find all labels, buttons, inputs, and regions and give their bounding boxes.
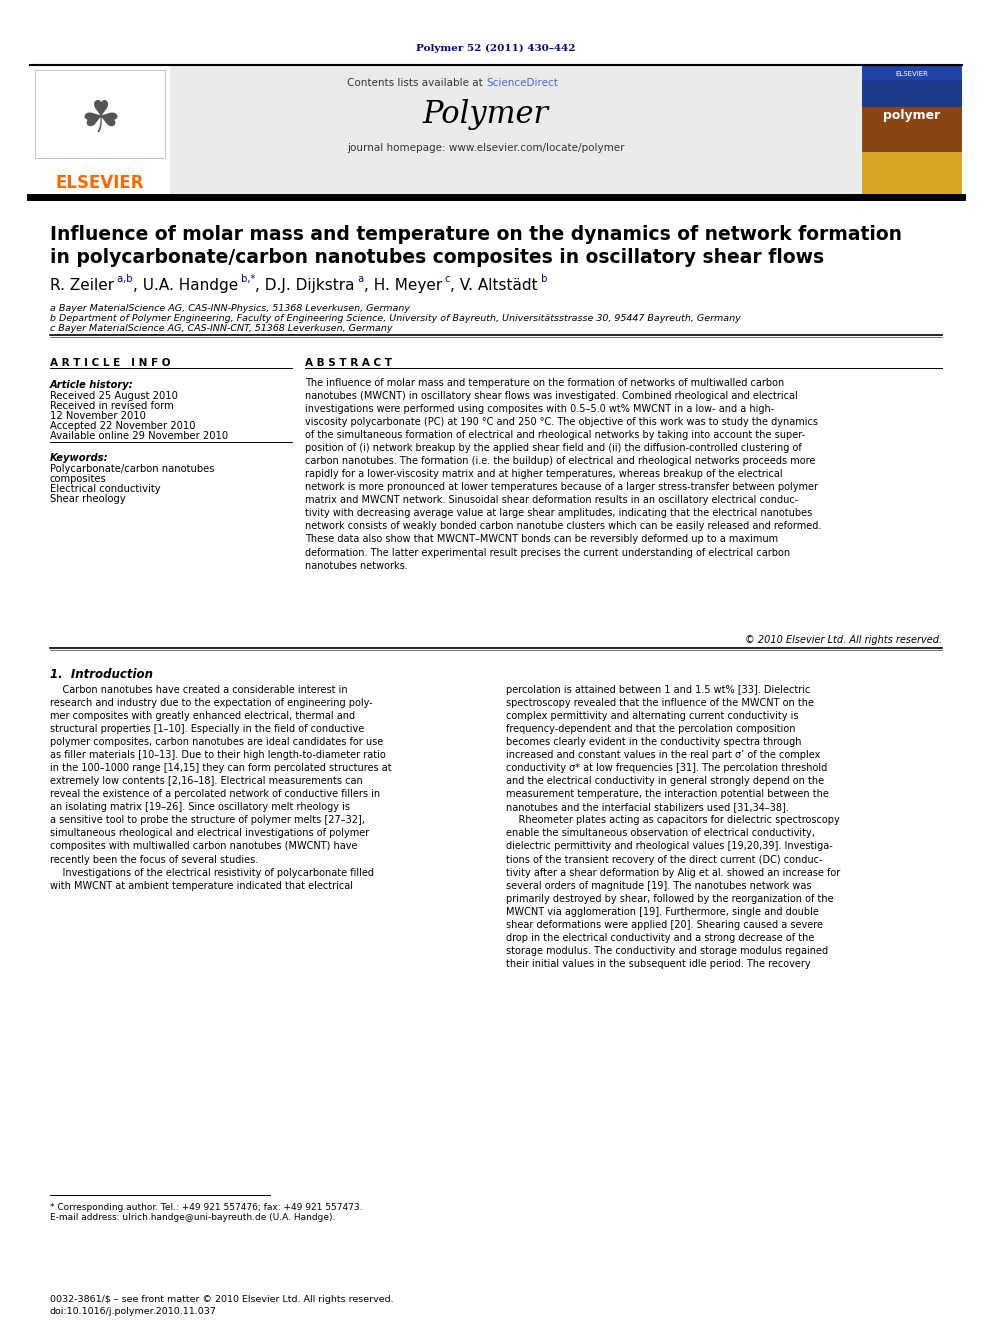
Text: composites: composites — [50, 474, 107, 484]
Text: Available online 29 November 2010: Available online 29 November 2010 — [50, 431, 228, 441]
Text: R. Zeiler: R. Zeiler — [50, 278, 114, 292]
Text: , D.J. Dijkstra: , D.J. Dijkstra — [255, 278, 354, 292]
Text: , U.A. Handge: , U.A. Handge — [133, 278, 238, 292]
Text: A B S T R A C T: A B S T R A C T — [305, 359, 392, 368]
Text: ELSEVIER: ELSEVIER — [896, 71, 929, 77]
Text: Article history:: Article history: — [50, 380, 134, 390]
Text: Polymer: Polymer — [423, 99, 549, 131]
Text: 12 November 2010: 12 November 2010 — [50, 411, 146, 421]
Text: b,*: b,* — [238, 274, 255, 284]
Bar — [862, 65, 962, 197]
Text: b Department of Polymer Engineering, Faculty of Engineering Science, University : b Department of Polymer Engineering, Fac… — [50, 314, 741, 323]
Text: Accepted 22 November 2010: Accepted 22 November 2010 — [50, 421, 195, 431]
Text: * Corresponding author. Tel.: +49 921 557476; fax: +49 921 557473.: * Corresponding author. Tel.: +49 921 55… — [50, 1203, 362, 1212]
Text: Keywords:: Keywords: — [50, 452, 109, 463]
Text: Shear rheology: Shear rheology — [50, 493, 126, 504]
Text: Polymer 52 (2011) 430–442: Polymer 52 (2011) 430–442 — [417, 44, 575, 53]
Text: © 2010 Elsevier Ltd. All rights reserved.: © 2010 Elsevier Ltd. All rights reserved… — [745, 635, 942, 646]
Text: polymer: polymer — [883, 108, 940, 122]
Bar — [862, 107, 962, 197]
Bar — [30, 65, 170, 197]
Text: The influence of molar mass and temperature on the formation of networks of mult: The influence of molar mass and temperat… — [305, 378, 821, 570]
Text: Received in revised form: Received in revised form — [50, 401, 174, 411]
Text: , V. Altstädt: , V. Altstädt — [450, 278, 538, 292]
Text: a Bayer MaterialScience AG, CAS-INN-Physics, 51368 Leverkusen, Germany: a Bayer MaterialScience AG, CAS-INN-Phys… — [50, 304, 410, 314]
Text: in polycarbonate/carbon nanotubes composites in oscillatory shear flows: in polycarbonate/carbon nanotubes compos… — [50, 247, 824, 267]
Bar — [862, 152, 962, 197]
Text: Influence of molar mass and temperature on the dynamics of network formation: Influence of molar mass and temperature … — [50, 225, 902, 243]
Bar — [30, 65, 962, 197]
Text: Carbon nanotubes have created a considerable interest in
research and industry d: Carbon nanotubes have created a consider… — [50, 685, 392, 890]
Bar — [862, 67, 962, 79]
Text: 1.  Introduction: 1. Introduction — [50, 668, 153, 681]
Bar — [35, 70, 165, 157]
Text: 0032-3861/$ – see front matter © 2010 Elsevier Ltd. All rights reserved.: 0032-3861/$ – see front matter © 2010 El… — [50, 1295, 394, 1304]
Text: b: b — [538, 274, 548, 284]
Text: Contents lists available at: Contents lists available at — [347, 78, 486, 89]
Text: Electrical conductivity: Electrical conductivity — [50, 484, 161, 493]
Text: percolation is attained between 1 and 1.5 wt% [33]. Dielectric
spectroscopy reve: percolation is attained between 1 and 1.… — [506, 685, 840, 968]
Text: , H. Meyer: , H. Meyer — [364, 278, 442, 292]
Text: doi:10.1016/j.polymer.2010.11.037: doi:10.1016/j.polymer.2010.11.037 — [50, 1307, 217, 1316]
Text: ELSEVIER: ELSEVIER — [56, 175, 144, 192]
Text: c: c — [442, 274, 450, 284]
Text: a,b: a,b — [114, 274, 133, 284]
Text: journal homepage: www.elsevier.com/locate/polymer: journal homepage: www.elsevier.com/locat… — [347, 143, 625, 153]
Text: Polycarbonate/carbon nanotubes: Polycarbonate/carbon nanotubes — [50, 464, 214, 474]
Text: ScienceDirect: ScienceDirect — [486, 78, 558, 89]
Text: E-mail address: ulrich.handge@uni-bayreuth.de (U.A. Handge).: E-mail address: ulrich.handge@uni-bayreu… — [50, 1213, 335, 1222]
Text: c Bayer MaterialScience AG, CAS-INN-CNT, 51368 Leverkusen, Germany: c Bayer MaterialScience AG, CAS-INN-CNT,… — [50, 324, 393, 333]
Text: A R T I C L E   I N F O: A R T I C L E I N F O — [50, 359, 171, 368]
Text: Received 25 August 2010: Received 25 August 2010 — [50, 392, 178, 401]
Text: ☘: ☘ — [80, 98, 120, 142]
Text: a: a — [354, 274, 364, 284]
